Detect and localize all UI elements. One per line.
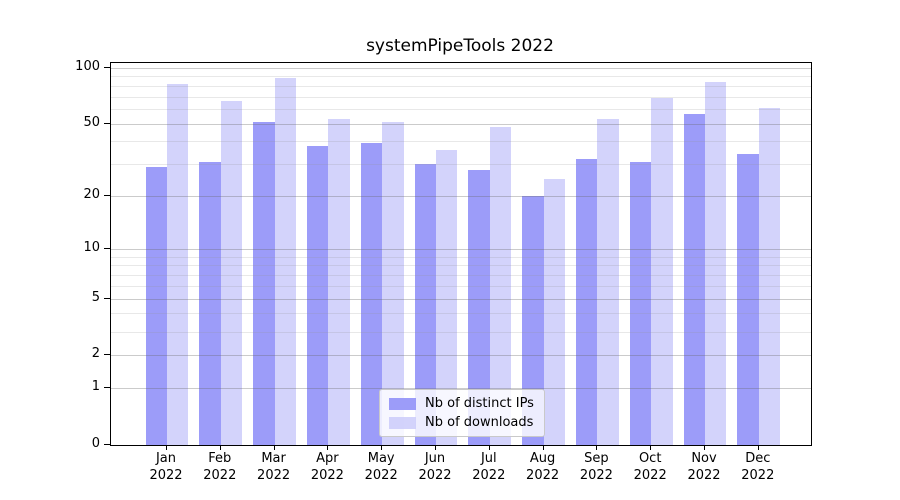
x-tick-mark	[435, 445, 436, 450]
x-axis-tick-label: Dec 2022	[741, 451, 775, 483]
legend: Nb of distinct IPs Nb of downloads	[379, 389, 545, 437]
y-axis-tick-label: 20	[83, 187, 100, 203]
gridline-minor	[111, 85, 811, 87]
bar-distinct-ips	[737, 154, 759, 445]
y-tick-mark	[104, 387, 110, 389]
x-tick-mark	[488, 445, 490, 450]
chart-title: systemPipeTools 2022	[366, 36, 554, 56]
bar-downloads	[328, 118, 350, 445]
y-tick-mark	[104, 247, 110, 249]
x-axis-tick-label: Jan 2022	[149, 451, 183, 483]
gridline-major	[111, 388, 811, 390]
bar-downloads	[651, 97, 673, 445]
bar-distinct-ips	[576, 159, 598, 445]
x-axis-tick-label: Sep 2022	[579, 451, 613, 483]
bar-distinct-ips	[629, 161, 652, 445]
gridline-minor	[111, 141, 811, 143]
gridline-minor	[111, 108, 811, 110]
y-axis-tick-label: 10	[83, 239, 100, 255]
x-tick-mark	[704, 445, 705, 450]
x-tick-mark	[650, 445, 652, 450]
bar-distinct-ips	[468, 169, 490, 445]
legend-item: Nb of downloads	[389, 415, 534, 430]
gridline-major	[111, 67, 811, 69]
bar-distinct-ips	[522, 196, 544, 445]
gridline-major	[111, 298, 811, 300]
bar-downloads	[489, 126, 512, 445]
bar-distinct-ips	[307, 145, 329, 445]
x-tick-mark	[381, 445, 383, 450]
y-tick-mark	[104, 354, 110, 356]
gridline-minor	[111, 256, 811, 258]
gridline-minor	[111, 96, 811, 98]
legend-item: Nb of distinct IPs	[389, 396, 534, 411]
legend-swatch-downloads	[389, 416, 416, 429]
x-tick-mark	[166, 445, 167, 450]
gridline-major	[111, 248, 811, 250]
legend-swatch-distinct-ips	[389, 397, 416, 410]
bar-distinct-ips	[253, 122, 275, 445]
bar-downloads	[543, 178, 565, 445]
gridline-minor	[111, 76, 811, 78]
x-tick-mark	[273, 445, 275, 450]
gridline-minor	[111, 313, 811, 315]
gridline-minor	[111, 265, 811, 267]
bar-downloads	[274, 78, 296, 445]
y-axis-tick-label: 1	[91, 379, 100, 395]
x-axis-tick-label: Feb 2022	[203, 451, 237, 483]
gridline-minor	[111, 331, 811, 333]
bar-downloads	[597, 118, 619, 445]
gridline-minor	[111, 275, 811, 276]
y-axis-tick-label: 5	[91, 289, 100, 305]
y-tick-mark	[104, 297, 110, 299]
bar-distinct-ips	[360, 143, 383, 445]
y-axis-tick-label: 100	[75, 58, 100, 74]
plot-area	[110, 62, 812, 446]
x-axis-tick-label: Oct 2022	[633, 451, 667, 483]
bar-downloads	[382, 122, 404, 445]
bar-distinct-ips	[199, 161, 221, 445]
legend-label: Nb of distinct IPs	[425, 396, 534, 411]
bar-downloads	[758, 107, 781, 445]
bar-downloads	[220, 101, 243, 445]
y-axis-tick-label: 50	[83, 114, 100, 130]
bar-distinct-ips	[414, 164, 436, 445]
x-axis-tick-label: Jun 2022	[418, 451, 452, 483]
y-axis-tick-label: 0	[91, 436, 100, 451]
y-tick-mark	[104, 444, 110, 445]
x-tick-mark	[219, 445, 221, 450]
bar-downloads	[436, 149, 458, 445]
y-tick-mark	[104, 122, 110, 124]
x-tick-mark	[327, 445, 329, 450]
bar-distinct-ips	[145, 166, 167, 445]
gridline-minor	[111, 285, 811, 287]
y-axis-tick-label: 2	[91, 346, 100, 362]
gridline-major	[111, 355, 811, 357]
x-axis-tick-label: Nov 2022	[687, 451, 721, 483]
bar-downloads	[705, 81, 727, 445]
x-tick-mark	[757, 445, 759, 450]
x-axis-tick-label: Apr 2022	[310, 451, 344, 483]
bar-distinct-ips	[683, 114, 705, 445]
y-tick-mark	[104, 66, 110, 68]
y-tick-mark	[104, 195, 110, 197]
x-axis-tick-label: Mar 2022	[257, 451, 291, 483]
x-tick-mark	[596, 445, 598, 450]
x-axis-tick-label: May 2022	[364, 451, 398, 483]
legend-label: Nb of downloads	[425, 415, 534, 430]
bar-downloads	[167, 83, 189, 445]
gridline-minor	[111, 164, 811, 166]
gridline-major	[111, 196, 811, 198]
x-tick-mark	[542, 445, 544, 450]
gridline-major	[111, 123, 811, 125]
x-axis-tick-label: Aug 2022	[526, 451, 560, 483]
x-axis-tick-label: Jul 2022	[472, 451, 506, 483]
